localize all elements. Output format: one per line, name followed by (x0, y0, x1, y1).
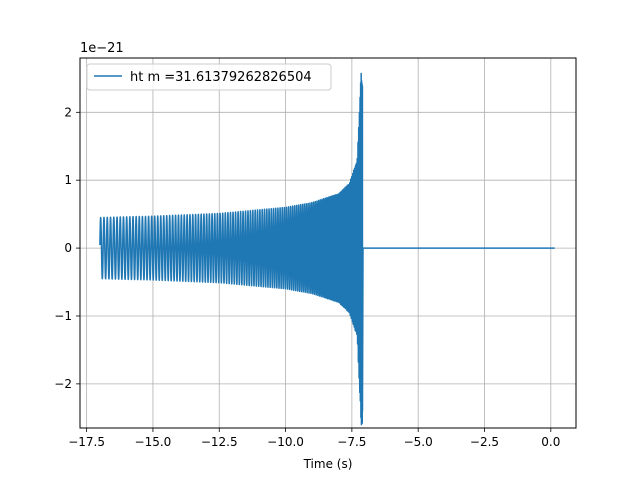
x-tick-label: −2.5 (470, 435, 499, 449)
plot-area (99, 72, 555, 426)
x-tick-label: −15.0 (135, 435, 172, 449)
legend: ht m =31.61379262826504 (86, 63, 332, 91)
x-tick-label: −17.5 (68, 435, 105, 449)
x-tick-label: −12.5 (201, 435, 238, 449)
y-tick-label: 0 (64, 241, 72, 255)
y-tick-label: 2 (64, 105, 72, 119)
x-tick-label: −5.0 (404, 435, 433, 449)
axis-ticks: −17.5 −15.0 −12.5 −10.0 −7.5 −5.0 −2.5 0.0 −2 −1 0… (54, 105, 560, 449)
x-tick-label: 0.0 (541, 435, 560, 449)
y-offset-text: 1e−21 (80, 41, 124, 56)
legend-box (86, 63, 332, 91)
y-tick-label: −2 (54, 377, 72, 391)
x-tick-label: −7.5 (337, 435, 366, 449)
series-line-ht (99, 72, 555, 426)
y-tick-label: 1 (64, 173, 72, 187)
axes-frame (79, 57, 577, 429)
x-axis-label: Time (s) (303, 457, 353, 471)
y-tick-label: −1 (54, 309, 72, 323)
x-tick-label: −10.0 (267, 435, 304, 449)
legend-entry-label: ht m =31.61379262826504 (130, 70, 312, 85)
